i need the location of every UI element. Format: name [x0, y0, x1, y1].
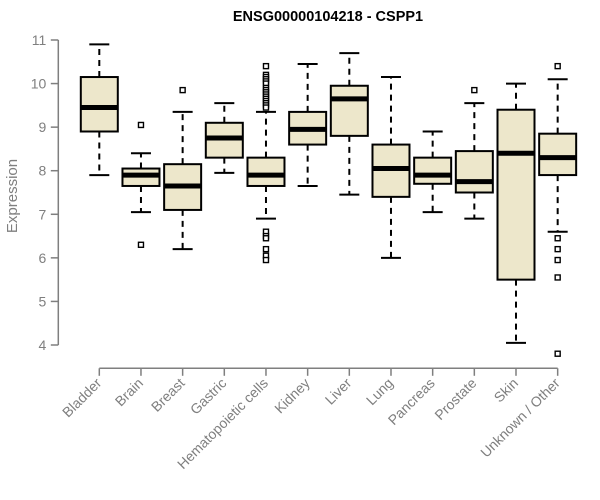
- outlier-point: [554, 256, 561, 264]
- outlier-point: [554, 235, 561, 242]
- chart-title: ENSG00000104218 - CSPP1: [233, 9, 423, 25]
- box-group-liver: [329, 52, 369, 196]
- iqr-box: [538, 132, 578, 177]
- iqr-box: [413, 156, 453, 185]
- outlier-point: [262, 256, 270, 264]
- y-tick-label: 4: [39, 337, 47, 353]
- outlier-point: [554, 245, 561, 253]
- box-group-lung: [371, 76, 411, 259]
- outlier-point: [262, 235, 270, 242]
- box-group-brain: [121, 121, 161, 248]
- iqr-box: [496, 108, 536, 281]
- outlier-point: [137, 241, 145, 248]
- y-axis-label: Expression: [4, 159, 21, 233]
- x-category-label: Liver: [322, 375, 355, 408]
- box-group-prostate: [454, 86, 494, 220]
- x-category-label: Kidney: [271, 375, 313, 417]
- x-category-label: Unknown / Other: [477, 375, 563, 461]
- outlier-point: [262, 62, 270, 70]
- box-group-pancreas: [413, 130, 453, 214]
- outlier-point: [554, 62, 561, 70]
- outlier-point: [554, 274, 561, 281]
- y-tick-label: 10: [31, 76, 47, 92]
- iqr-box: [246, 156, 286, 187]
- iqr-box: [454, 150, 494, 194]
- x-category-label: Bladder: [59, 375, 105, 421]
- x-category-label: Prostate: [431, 375, 479, 423]
- box-group-kidney: [288, 62, 328, 187]
- box-group-hematopoietic-cells: [246, 62, 286, 264]
- x-category-label: Skin: [491, 375, 522, 406]
- outlier-point: [262, 104, 270, 111]
- x-category-label: Breast: [148, 375, 188, 415]
- box-group-unknown-other: [538, 62, 578, 357]
- box-group-skin: [496, 82, 536, 344]
- y-tick-label: 7: [39, 206, 47, 222]
- outlier-point: [262, 245, 270, 253]
- x-category-label: Lung: [363, 375, 396, 408]
- y-tick-label: 5: [39, 293, 47, 309]
- y-tick-label: 11: [32, 32, 47, 48]
- box-group-breast: [163, 86, 203, 251]
- outlier-point: [137, 121, 145, 129]
- y-tick-label: 9: [39, 119, 47, 135]
- box-group-bladder: [79, 43, 119, 177]
- outlier-point: [554, 350, 561, 357]
- outlier-point: [179, 86, 186, 94]
- outlier-point: [471, 86, 478, 94]
- iqr-box: [79, 76, 119, 133]
- iqr-box: [329, 84, 369, 137]
- box-group-gastric: [204, 102, 244, 174]
- y-tick-label: 6: [39, 250, 47, 266]
- y-tick-label: 8: [39, 163, 47, 179]
- x-category-label: Brain: [112, 375, 146, 409]
